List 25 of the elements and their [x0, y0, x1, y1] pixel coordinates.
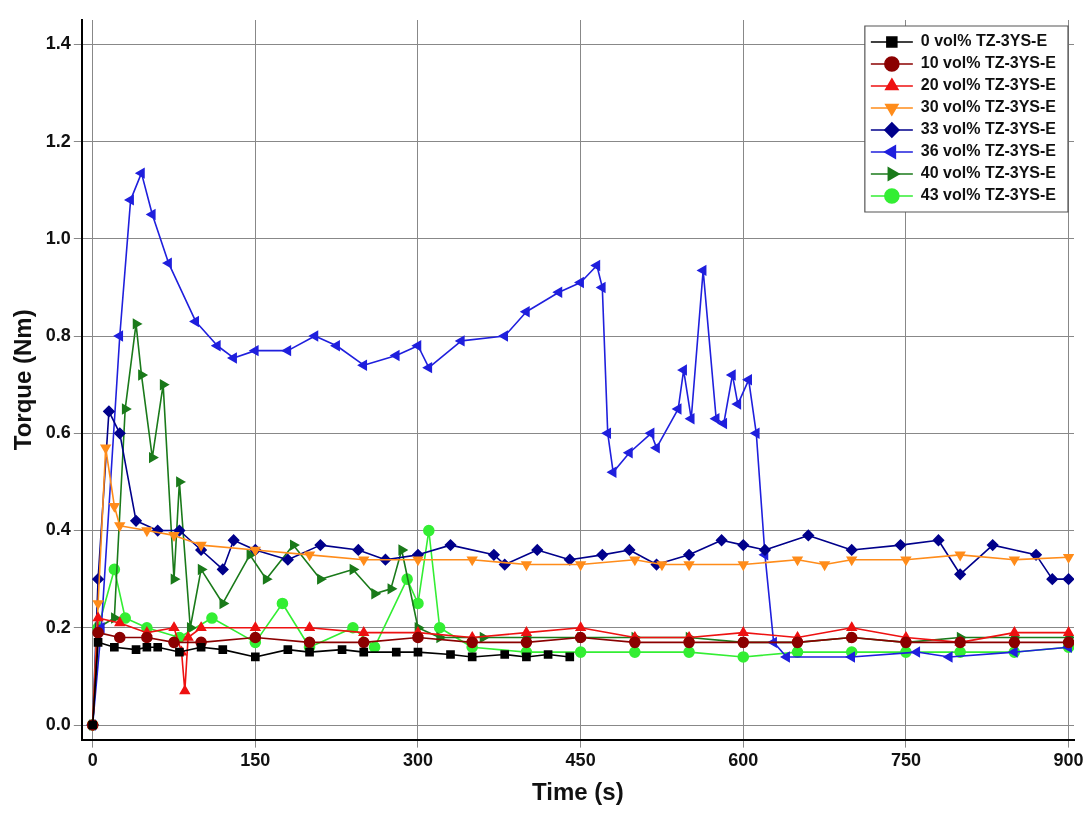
legend-label: 0 vol% TZ-3YS-E: [920, 32, 1048, 50]
x-tick-label: 150: [240, 750, 271, 771]
x-tick-label: 450: [565, 750, 596, 771]
y-tick-label: 0.4: [45, 519, 71, 540]
y-axis-title: Torque (Nm): [9, 309, 37, 451]
x-tick-label: 0: [87, 750, 98, 771]
legend-label: 36 vol% TZ-3YS-E: [920, 142, 1057, 160]
y-tick-label: 0.8: [45, 325, 71, 346]
x-axis-title: Time (s): [532, 778, 624, 806]
legend-label: 40 vol% TZ-3YS-E: [920, 164, 1057, 182]
x-tick-label: 600: [728, 750, 759, 771]
x-tick-label: 750: [890, 750, 921, 771]
legend-label: 43 vol% TZ-3YS-E: [920, 186, 1057, 204]
y-tick-label: 0.2: [45, 616, 71, 637]
legend-label: 30 vol% TZ-3YS-E: [920, 98, 1057, 116]
y-tick-label: 1.4: [45, 33, 71, 54]
y-tick-label: 1.0: [45, 227, 71, 248]
legend-label: 10 vol% TZ-3YS-E: [920, 54, 1057, 72]
legend-label: 20 vol% TZ-3YS-E: [920, 76, 1057, 94]
y-tick-label: 0.6: [45, 422, 71, 443]
y-tick-label: 0.0: [45, 713, 71, 734]
x-tick-label: 300: [402, 750, 433, 771]
x-tick-label: 900: [1053, 750, 1084, 771]
y-tick-label: 1.2: [45, 130, 71, 151]
legend-label: 33 vol% TZ-3YS-E: [920, 120, 1057, 138]
